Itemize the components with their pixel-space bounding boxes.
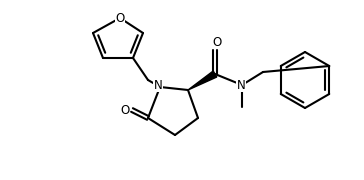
Text: O: O <box>120 103 130 116</box>
Text: O: O <box>115 12 124 24</box>
Text: O: O <box>212 35 222 48</box>
Text: N: N <box>237 78 245 91</box>
Text: N: N <box>154 78 162 91</box>
Polygon shape <box>188 71 217 90</box>
